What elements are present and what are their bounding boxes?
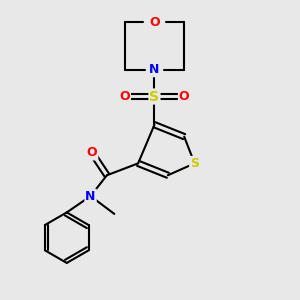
- Text: O: O: [119, 90, 130, 103]
- Text: N: N: [149, 63, 160, 76]
- Text: O: O: [87, 146, 98, 160]
- Text: N: N: [85, 190, 96, 202]
- Text: O: O: [149, 16, 160, 29]
- Text: O: O: [179, 90, 190, 103]
- Text: S: S: [190, 157, 199, 170]
- Text: S: S: [149, 89, 160, 103]
